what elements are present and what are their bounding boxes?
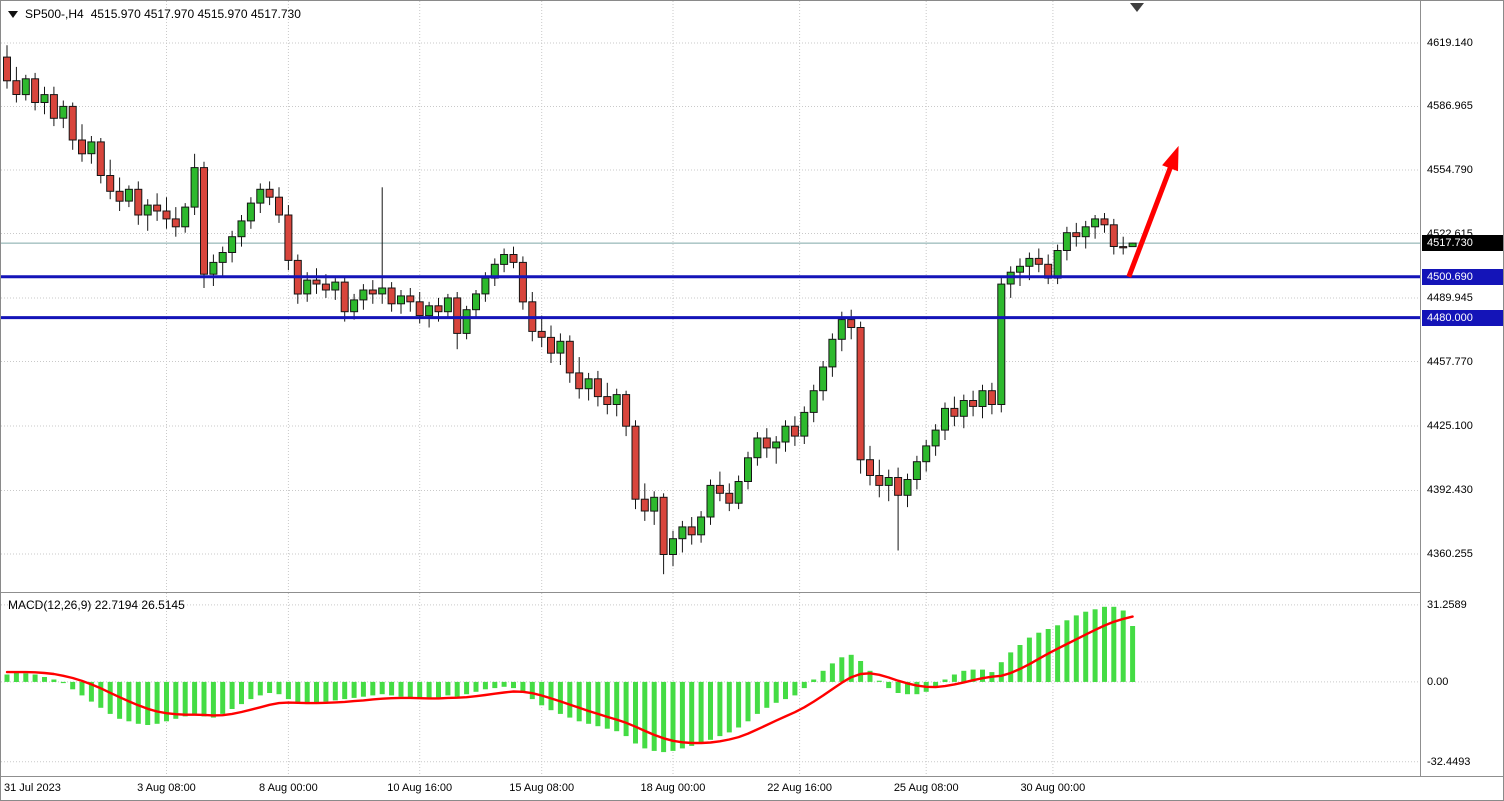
price-axis: 4619.140 4586.965 4554.790 4522.615 4489.945… (1420, 1, 1503, 776)
time-axis-label: 31 Jul 2023 (4, 782, 61, 794)
time-axis-label: 22 Aug 16:00 (767, 782, 833, 794)
symbol-ohlc-label: SP500-,H4 4515.970 4517.970 4515.970 451… (8, 7, 301, 21)
ohlc-values: 4515.970 4517.970 4515.970 4517.730 (90, 7, 301, 21)
price-axis-label: 4457.770 (1427, 355, 1473, 368)
macd-pane[interactable]: MACD(12,26,9) 22.7194 26.5145 (1, 593, 1420, 776)
price-axis-label: 4425.100 (1427, 419, 1473, 432)
pane-splitter[interactable] (1, 592, 1503, 593)
macd-indicator-label: MACD(12,26,9) 22.7194 26.5145 (8, 598, 185, 612)
macd-axis-label: 31.2589 (1427, 598, 1467, 611)
symbol-dropdown-icon[interactable] (8, 10, 18, 18)
time-axis-label: 18 Aug 00:00 (640, 782, 706, 794)
time-axis-label: 3 Aug 08:00 (137, 782, 196, 794)
time-axis-label: 8 Aug 00:00 (259, 782, 318, 794)
price-axis-label: 4586.965 (1427, 100, 1473, 113)
time-axis: 31 Jul 2023 3 Aug 08:00 8 Aug 00:00 10 Aug … (1, 778, 1503, 800)
price-axis-label: 4554.790 (1427, 163, 1473, 176)
time-axis-label: 15 Aug 08:00 (509, 782, 575, 794)
axis-splitter (1, 776, 1503, 777)
level-price-tag: 4480.000 (1422, 309, 1503, 326)
price-axis-label: 4619.140 (1427, 36, 1473, 49)
last-price-tag: 4517.730 (1422, 235, 1503, 252)
chart-shift-marker-icon[interactable] (1130, 3, 1144, 12)
price-chart-canvas[interactable] (1, 1, 1420, 592)
macd-chart-canvas[interactable] (1, 593, 1420, 776)
time-axis-label: 25 Aug 08:00 (893, 782, 959, 794)
level-price-tag: 4500.690 (1422, 268, 1503, 285)
macd-axis-label: 0.00 (1427, 675, 1449, 688)
price-axis-label: 4360.255 (1427, 547, 1473, 560)
macd-axis-label: -32.4493 (1427, 755, 1471, 768)
price-axis-label: 4489.945 (1427, 291, 1473, 304)
symbol-name: SP500-,H4 (25, 7, 84, 21)
price-pane[interactable]: SP500-,H4 4515.970 4517.970 4515.970 451… (1, 1, 1420, 592)
time-axis-label: 10 Aug 16:00 (387, 782, 453, 794)
time-axis-label: 30 Aug 00:00 (1020, 782, 1086, 794)
price-axis-label: 4392.430 (1427, 484, 1473, 497)
